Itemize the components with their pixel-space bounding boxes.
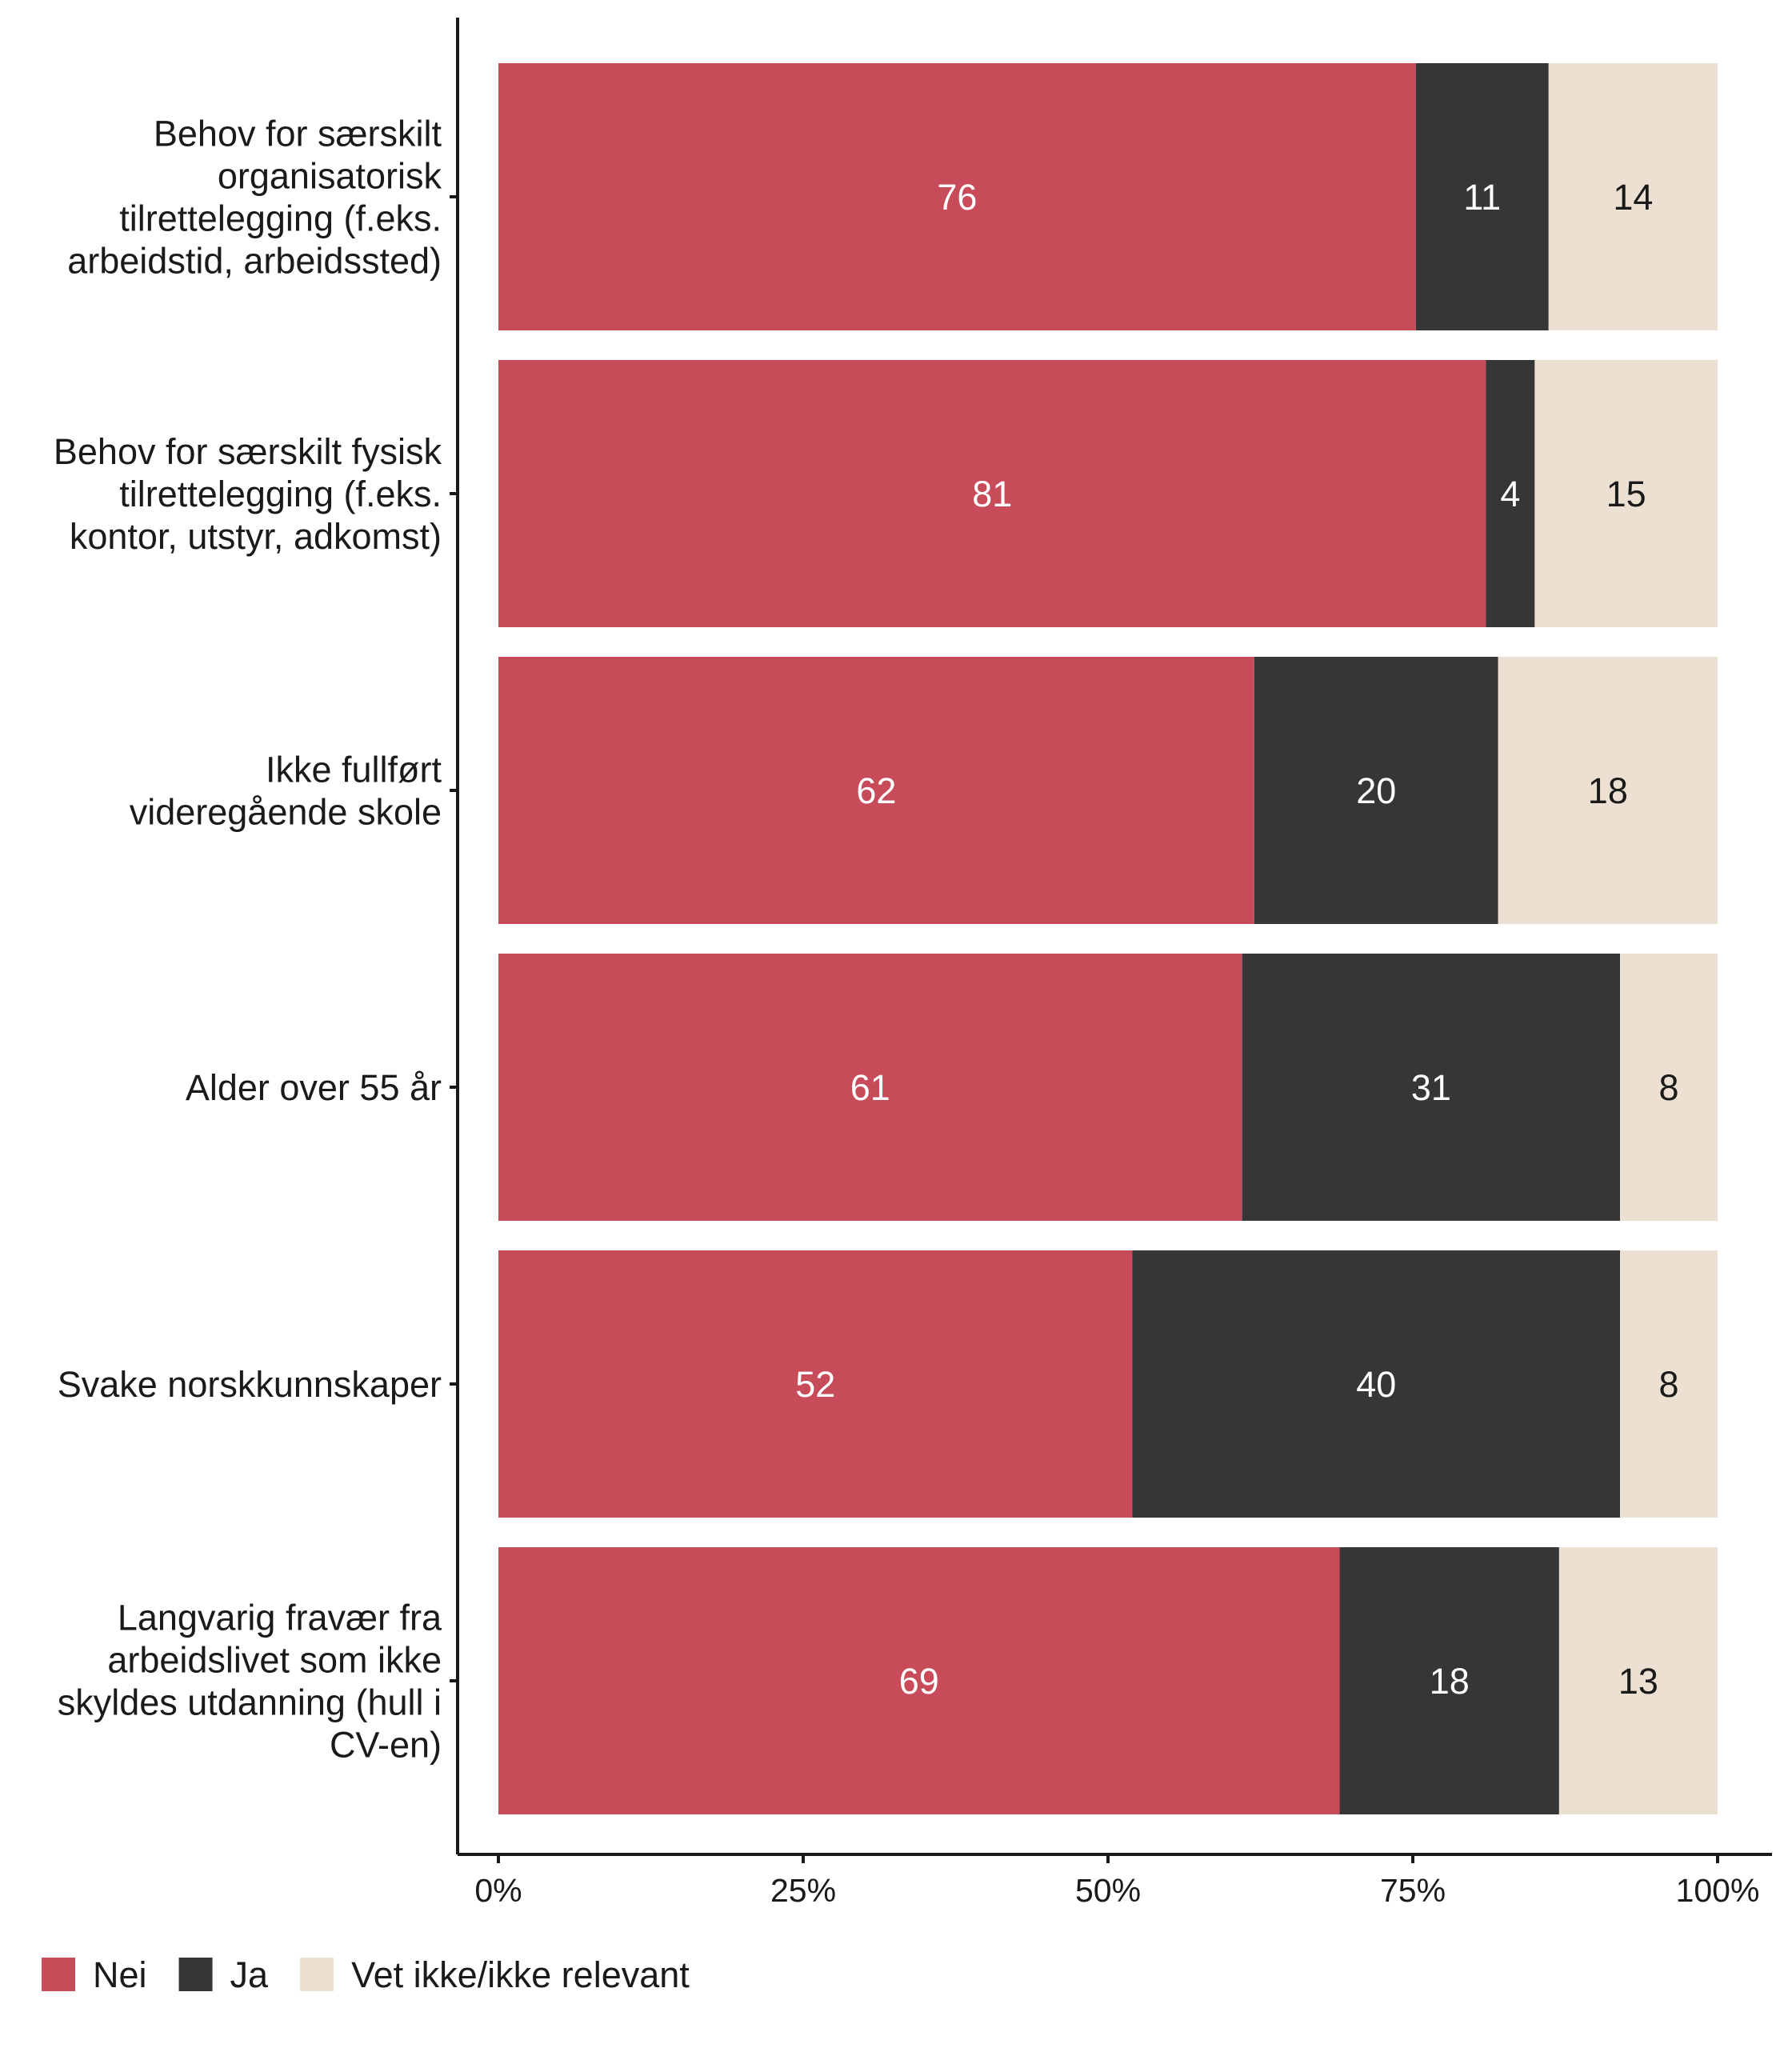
category-label-row-1: Behov for særskilt organisatorisk tilrette…	[67, 114, 442, 282]
value-label-1-row-5: 52	[795, 1364, 835, 1405]
category-label-row-3: Ikke fullført videregående skole	[130, 750, 442, 833]
category-label-row-2: Behov for særskilt fysisk tilrettelegging…	[54, 431, 442, 557]
bars-layer	[498, 63, 1718, 1814]
bar-segment-1-row-4	[498, 954, 1242, 1221]
value-label-3-row-2: 15	[1606, 474, 1646, 514]
category-label-row-4: Alder over 55 år	[186, 1067, 442, 1108]
category-label-row-5: Svake norskkunnskaper	[58, 1364, 442, 1405]
x-tick-label-3: 50%	[1075, 1872, 1141, 1909]
value-labels-layer: 76 11 14 81 4 15 62 20 18 61 31 8 52 40 8 69 18 13	[795, 177, 1678, 1702]
bar-segment-3-row-5	[1620, 1250, 1718, 1518]
value-label-2-row-4: 31	[1411, 1067, 1451, 1108]
bar-segment-1-row-3	[498, 657, 1254, 924]
value-label-3-row-5: 8	[1659, 1364, 1679, 1405]
bar-segment-3-row-2	[1534, 360, 1718, 627]
value-label-3-row-1: 14	[1613, 177, 1653, 218]
value-label-1-row-1: 76	[937, 177, 977, 218]
x-tick-label-4: 75%	[1380, 1872, 1446, 1909]
legend-label-3: Vet ikke/ikke relevant	[351, 1954, 690, 1995]
bar-segment-2-row-6	[1339, 1547, 1559, 1814]
bar-segment-1-row-2	[498, 360, 1486, 627]
bar-segment-3-row-3	[1498, 657, 1718, 924]
value-label-2-row-5: 40	[1356, 1364, 1396, 1405]
x-tick-label-1: 0%	[474, 1872, 522, 1909]
value-label-1-row-2: 81	[972, 474, 1012, 514]
bar-segment-2-row-5	[1132, 1250, 1621, 1518]
bar-segment-2-row-3	[1254, 657, 1498, 924]
x-tick-label-2: 25%	[770, 1872, 836, 1909]
bar-segment-3-row-6	[1558, 1547, 1718, 1814]
value-label-1-row-3: 62	[856, 770, 896, 811]
value-label-3-row-6: 13	[1618, 1661, 1658, 1702]
x-tick-label-5: 100%	[1676, 1872, 1760, 1909]
legend: Nei Ja Vet ikke/ikke relevant	[42, 1954, 690, 1995]
value-label-2-row-6: 18	[1430, 1661, 1470, 1702]
value-label-2-row-3: 20	[1356, 770, 1396, 811]
bar-segment-3-row-1	[1548, 63, 1718, 330]
category-label-row-6: Langvarig fravær fra arbeidslivet som ikk…	[58, 1598, 442, 1766]
value-label-3-row-3: 18	[1588, 770, 1628, 811]
value-label-2-row-1: 11	[1463, 177, 1501, 218]
value-label-1-row-4: 61	[850, 1067, 890, 1108]
y-ticks-layer	[450, 195, 458, 1682]
bar-segment-2-row-4	[1242, 954, 1621, 1221]
bar-segment-3-row-4	[1620, 954, 1718, 1221]
category-labels-layer: Behov for særskilt organisatorisk tilrette…	[54, 114, 442, 1766]
bar-segment-1-row-5	[498, 1250, 1133, 1518]
bar-segment-1-row-6	[498, 1547, 1340, 1814]
legend-swatch-2	[178, 1958, 213, 1991]
value-label-1-row-6: 69	[899, 1661, 939, 1702]
legend-swatch-3	[300, 1958, 334, 1991]
value-label-3-row-4: 8	[1659, 1067, 1679, 1108]
legend-label-1: Nei	[93, 1954, 147, 1995]
value-label-2-row-2: 4	[1500, 474, 1520, 514]
bar-segment-1-row-1	[498, 63, 1416, 330]
legend-label-2: Ja	[230, 1954, 270, 1995]
bar-segment-2-row-1	[1415, 63, 1549, 330]
x-ticks-layer: 0% 25% 50% 75% 100%	[474, 1854, 1759, 1909]
legend-swatch-1	[42, 1958, 75, 1991]
bar-segment-2-row-2	[1486, 360, 1535, 627]
